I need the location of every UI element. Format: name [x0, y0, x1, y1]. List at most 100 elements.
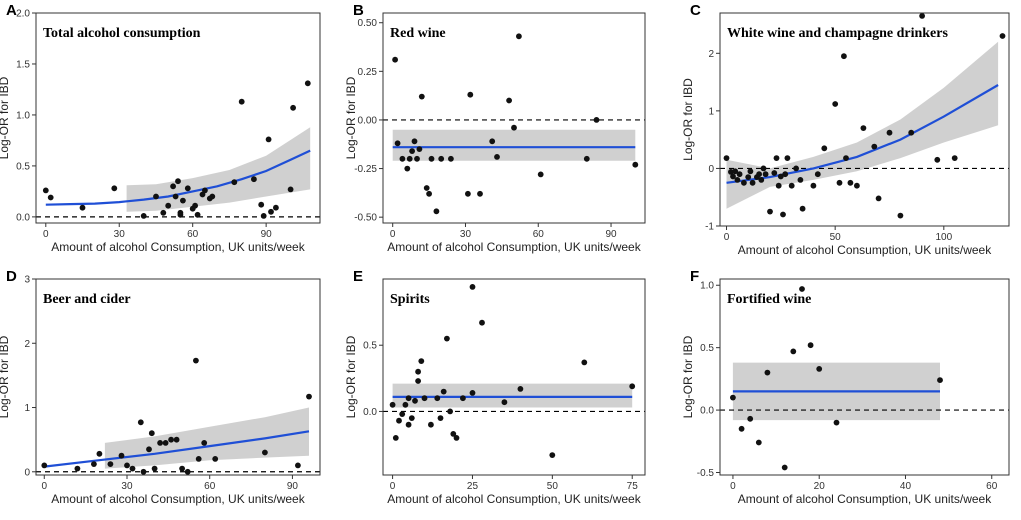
panel-f: 0 20 40 60 -0.5 0.0 0.5 1.0 Fortified wine F Amoun…: [681, 268, 1010, 506]
data-point: [875, 195, 882, 202]
data-point: [415, 368, 421, 375]
data-point: [469, 284, 476, 290]
data-point: [251, 176, 257, 183]
data-point: [755, 439, 762, 446]
data-point: [195, 456, 202, 462]
data-point: [140, 468, 147, 475]
data-point: [934, 156, 941, 163]
data-point: [501, 399, 508, 406]
data-point: [428, 155, 435, 162]
data-point: [886, 129, 893, 136]
data-point: [170, 183, 177, 190]
data-point: [306, 393, 312, 400]
data-point: [999, 33, 1006, 39]
x-tick-label: 40: [900, 481, 912, 492]
data-point: [777, 173, 784, 180]
data-point: [153, 193, 159, 200]
panel-letter: F: [690, 268, 699, 285]
data-point: [260, 213, 267, 219]
confidence-band: [126, 127, 311, 212]
y-axis-label: Log-OR for IBD: [0, 76, 11, 159]
data-point: [111, 185, 118, 192]
data-point: [799, 286, 805, 292]
y-tick-label: 0.5: [700, 343, 714, 354]
data-point: [460, 395, 466, 402]
data-point: [728, 169, 734, 175]
plot-frame: [382, 12, 646, 224]
data-point: [268, 208, 274, 215]
data-point: [418, 358, 425, 364]
data-point: [781, 464, 788, 471]
data-point: [172, 193, 179, 200]
data-point: [137, 419, 144, 426]
data-point: [434, 395, 441, 402]
data-point: [421, 395, 428, 402]
y-tick-label: 0.0: [363, 407, 377, 418]
data-point: [107, 461, 114, 467]
y-tick-label: 0.0: [700, 406, 714, 417]
data-point: [467, 91, 474, 98]
data-point: [749, 179, 756, 186]
data-point: [394, 140, 401, 147]
plot-frame: [719, 278, 1010, 476]
x-tick-label: 50: [830, 232, 842, 243]
x-tick-label: 0: [43, 229, 49, 240]
x-tick-label: 0: [724, 232, 730, 243]
data-point: [897, 212, 904, 219]
panel-letter: A: [6, 2, 17, 19]
x-axis-label: Amount of alcohol Consumption, UK units/…: [51, 240, 305, 254]
data-point: [404, 165, 411, 172]
data-point: [767, 208, 773, 215]
data-point: [47, 194, 54, 201]
fit-line: [44, 430, 310, 468]
data-point: [937, 377, 943, 383]
data-point: [756, 171, 762, 178]
panel-letter: B: [353, 2, 364, 19]
data-point: [780, 211, 786, 218]
data-point: [871, 143, 878, 150]
panel-letter: D: [6, 268, 17, 285]
data-point: [168, 436, 175, 443]
confidence-band: [392, 383, 633, 408]
data-point: [807, 342, 814, 349]
y-tick-label: 2: [24, 339, 30, 350]
x-tick-label: 0: [390, 229, 396, 240]
data-point: [184, 185, 191, 192]
x-tick-label: 75: [627, 481, 639, 492]
y-tick-label: 1.0: [700, 281, 714, 292]
data-point: [784, 155, 791, 162]
confidence-band: [104, 407, 310, 469]
data-point: [304, 80, 311, 87]
fit-line: [726, 84, 999, 184]
data-point: [758, 177, 765, 183]
data-point: [821, 145, 828, 152]
data-point: [790, 348, 797, 355]
data-point: [593, 117, 600, 123]
data-point: [74, 465, 81, 472]
data-point: [444, 335, 450, 342]
data-point: [412, 397, 418, 404]
data-point: [173, 436, 180, 443]
y-tick-label: 0.5: [363, 341, 377, 352]
data-point: [448, 155, 454, 162]
data-point: [396, 417, 402, 424]
data-point: [581, 359, 588, 366]
y-axis-label: Log-OR for IBD: [0, 335, 11, 418]
data-point: [212, 456, 219, 462]
data-point: [908, 129, 915, 136]
data-point: [516, 33, 522, 40]
data-point: [583, 155, 590, 162]
data-point: [162, 440, 169, 446]
data-point: [399, 411, 406, 417]
data-point: [290, 104, 296, 111]
panel-letter: C: [690, 2, 701, 19]
y-tick-label: -0.50: [354, 213, 377, 224]
y-tick-label: 0: [708, 164, 714, 175]
x-tick-label: 60: [187, 229, 199, 240]
data-point: [402, 401, 409, 408]
data-point: [854, 182, 860, 189]
data-point: [438, 155, 445, 162]
data-point: [118, 452, 125, 459]
x-axis-label: Amount of alcohol Consumption, UK units/…: [387, 492, 641, 506]
data-point: [41, 462, 48, 469]
